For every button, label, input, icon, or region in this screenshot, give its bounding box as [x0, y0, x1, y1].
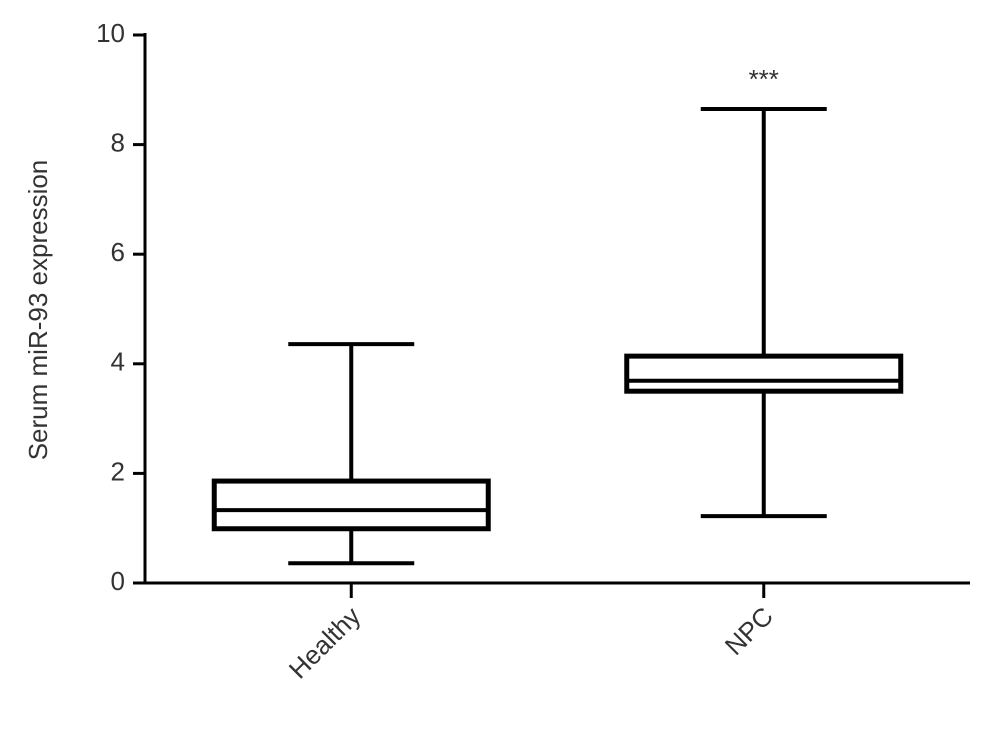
- y-tick-label: 8: [111, 127, 125, 157]
- y-tick-label: 6: [111, 237, 125, 267]
- lower-whisker: [288, 528, 415, 566]
- x-tick-label: NPC: [719, 601, 779, 661]
- y-tick-label: 0: [111, 566, 125, 596]
- upper-whisker: [288, 342, 415, 482]
- y-axis-label: Serum miR-93 expression: [23, 160, 53, 461]
- box: [624, 353, 904, 394]
- x-tick-label: Healthy: [283, 601, 367, 685]
- box: [211, 478, 491, 532]
- annotation: ***: [749, 64, 779, 94]
- upper-whisker: [700, 106, 827, 357]
- y-tick-label: 10: [96, 18, 125, 48]
- y-tick-label: 2: [111, 456, 125, 486]
- y-tick-label: 4: [111, 347, 125, 377]
- lower-whisker: [700, 391, 827, 519]
